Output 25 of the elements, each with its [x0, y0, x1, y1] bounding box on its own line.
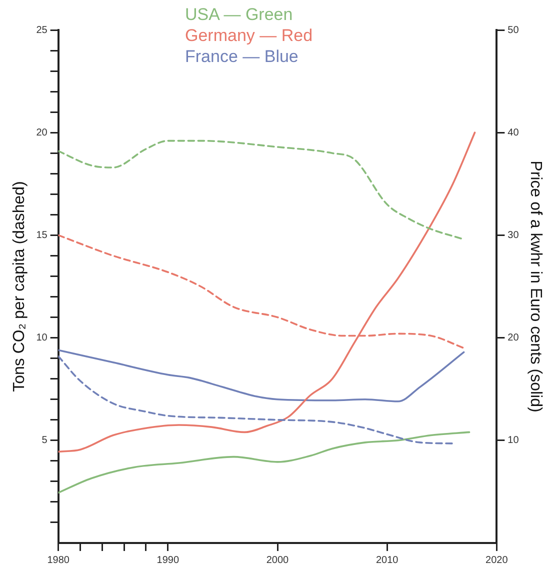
y2-axis-title: Price of a kwhr in Euro cents (solid) [526, 160, 544, 412]
y-tick-label: 5 [42, 435, 48, 446]
line-series [58, 349, 465, 402]
x-tick-label: 1990 [156, 554, 180, 566]
line-series [58, 132, 476, 453]
y-tick-label: 20 [36, 127, 48, 138]
y2-tick-label: 20 [508, 332, 520, 344]
x-tick-label: 2010 [376, 554, 399, 566]
x-tick-label: 2000 [266, 554, 290, 566]
line-series [58, 355, 454, 444]
y2-tick-label: 40 [508, 127, 520, 138]
y2-tick-label: 50 [508, 24, 520, 36]
text: USA — Green [185, 4, 294, 25]
line-series [58, 431, 470, 494]
y-tick-label: 15 [36, 230, 48, 241]
y-tick-label: 10 [36, 332, 48, 344]
text: France — Blue [185, 46, 300, 67]
text: Germany — Red [185, 25, 313, 46]
y2-tick-label: 10 [508, 435, 520, 446]
line-series [58, 140, 465, 240]
y2-tick-label: 30 [508, 230, 520, 241]
x-tick-label: 2020 [486, 554, 508, 566]
x-tick-label: 1980 [47, 554, 70, 566]
y-axis-title: Tons CO₂ per capita (dashed) [11, 181, 28, 392]
y-tick-label: 25 [36, 24, 48, 36]
